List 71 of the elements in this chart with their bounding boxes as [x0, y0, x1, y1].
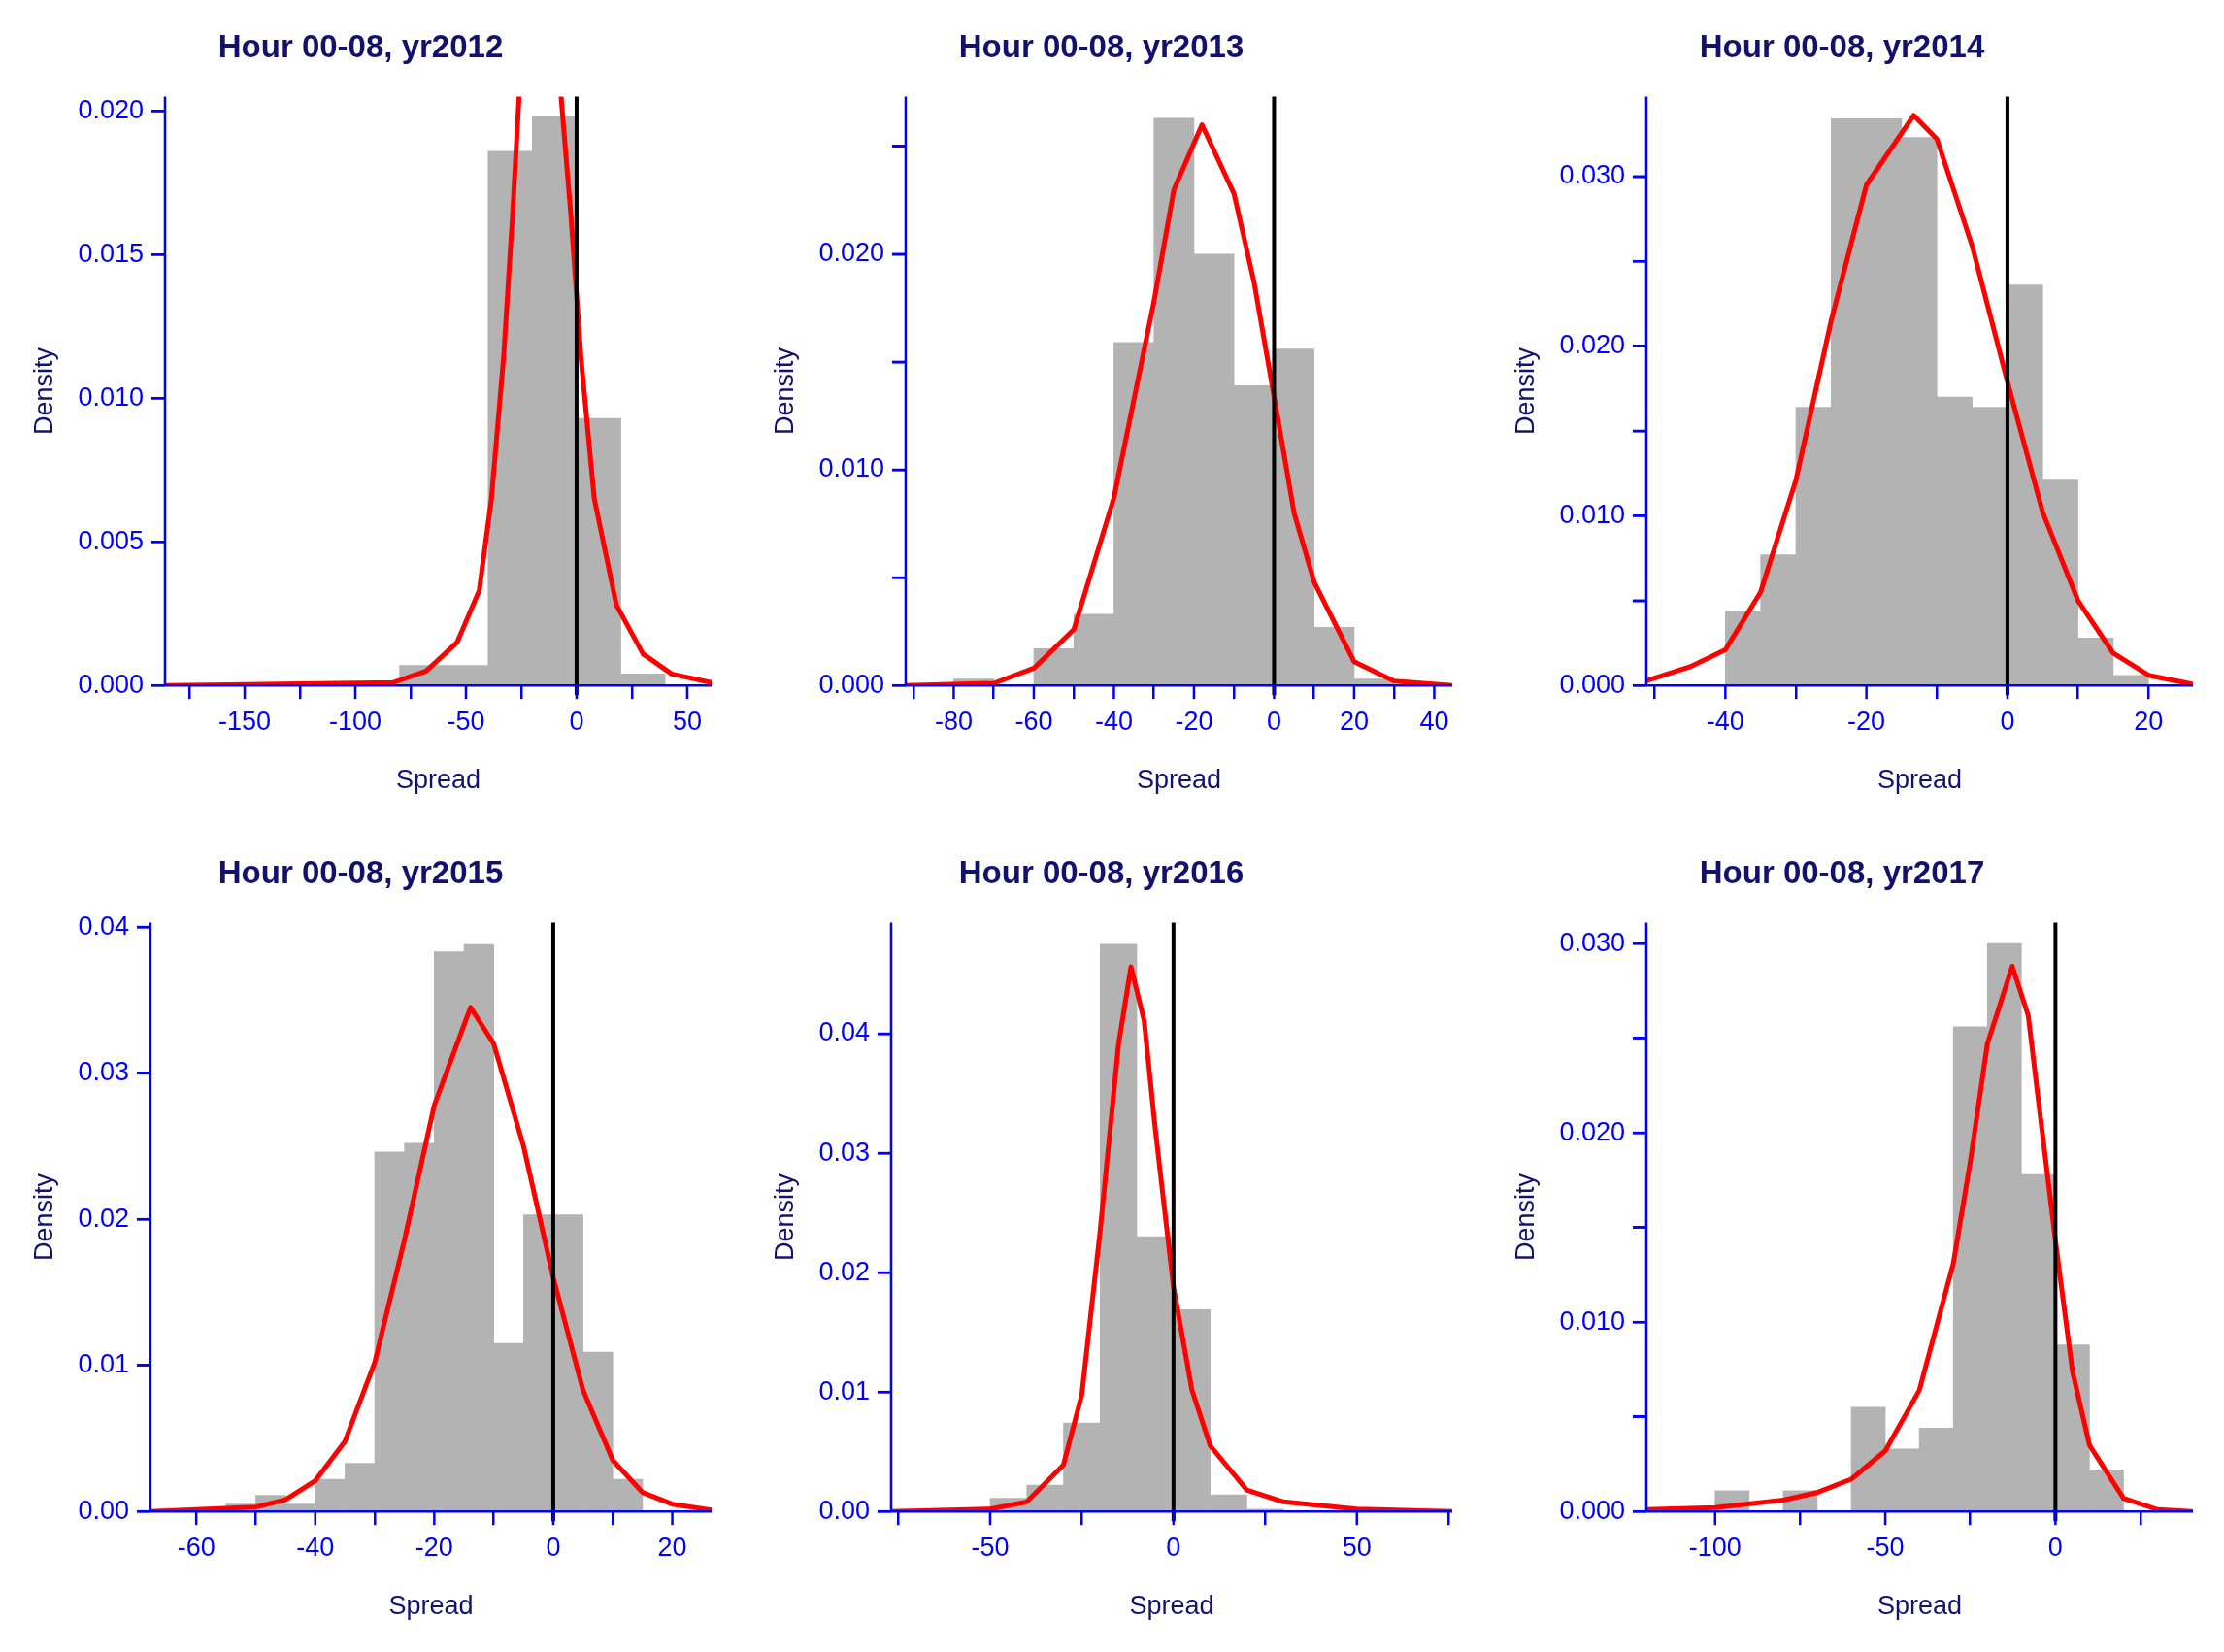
chart-title: Hour 00-08, yr2013 [958, 27, 1245, 64]
y-tick-label: 0.020 [78, 94, 144, 124]
x-tick-label: -40 [1094, 706, 1133, 736]
x-tick-label: -40 [1706, 706, 1744, 736]
y-tick-label: 0.005 [78, 525, 144, 555]
x-tick-label: 50 [1342, 1532, 1372, 1562]
x-tick-label: -40 [296, 1532, 335, 1562]
y-tick-label: 0.01 [78, 1349, 129, 1379]
x-tick-label: 20 [657, 1532, 687, 1562]
y-tick-label: 0.03 [818, 1137, 870, 1167]
y-tick-label: 0.00 [818, 1495, 870, 1525]
y-tick-label: 0.030 [1559, 927, 1625, 957]
x-tick-label: 0 [2047, 1532, 2063, 1562]
y-tick-label: 0.03 [78, 1057, 129, 1087]
chart-title: Hour 00-08, yr2014 [1699, 27, 1985, 64]
y-tick-label: 0.04 [78, 910, 129, 941]
chart-title: Hour 00-08, yr2017 [1699, 853, 1985, 890]
x-tick-label: -100 [328, 706, 382, 736]
y-tick-label: 0.020 [818, 238, 884, 268]
x-tick-label: -50 [447, 706, 485, 736]
y-tick-label: 0.015 [78, 238, 144, 268]
y-axis-title: Density [1510, 1173, 1540, 1261]
x-tick-label: -20 [415, 1532, 453, 1562]
y-tick-label: 0.02 [818, 1256, 870, 1286]
y-axis-title: Density [769, 347, 799, 435]
x-tick-label: 40 [1419, 706, 1449, 736]
x-tick-label: -20 [1175, 706, 1213, 736]
y-axis-title: Density [769, 1173, 799, 1261]
y-tick-label: 0.000 [818, 669, 884, 699]
y-tick-label: 0.02 [78, 1203, 129, 1233]
y-tick-label: 0.020 [1559, 1116, 1625, 1146]
y-tick-label: 0.00 [78, 1495, 129, 1525]
x-tick-label: -80 [934, 706, 973, 736]
x-axis-title: Spread [1876, 1591, 1963, 1621]
y-tick-label: 0.010 [818, 453, 884, 483]
y-tick-label: 0.000 [1559, 669, 1625, 699]
y-tick-label: 0.000 [78, 669, 144, 699]
x-tick-label: 20 [2134, 706, 2164, 736]
x-axis-title: Spread [388, 1591, 474, 1621]
y-tick-label: 0.000 [1559, 1495, 1625, 1525]
chart-title: Hour 00-08, yr2016 [958, 853, 1245, 890]
chart-title: Hour 00-08, yr2012 [217, 27, 504, 64]
x-tick-label: -50 [1866, 1532, 1905, 1562]
x-tick-label: -50 [971, 1532, 1010, 1562]
y-tick-label: 0.030 [1559, 160, 1625, 190]
y-tick-label: 0.01 [818, 1375, 870, 1405]
x-tick-label: 0 [1266, 706, 1281, 736]
x-tick-label: 50 [672, 706, 702, 736]
x-axis-title: Spread [1129, 1591, 1214, 1621]
y-axis-title: Density [1510, 347, 1540, 435]
x-tick-label: -20 [1847, 706, 1886, 736]
x-axis-title: Spread [1876, 765, 1963, 795]
y-tick-label: 0.04 [818, 1017, 870, 1047]
x-axis-title: Spread [395, 765, 481, 795]
x-tick-label: -150 [218, 706, 272, 736]
x-tick-label: -100 [1688, 1532, 1742, 1562]
x-tick-label: 0 [569, 706, 584, 736]
chart-title: Hour 00-08, yr2015 [217, 853, 504, 890]
x-tick-label: -60 [1014, 706, 1053, 736]
y-tick-label: 0.010 [78, 381, 144, 412]
y-tick-label: 0.010 [1559, 499, 1625, 529]
x-axis-title: Spread [1136, 765, 1222, 795]
y-tick-label: 0.010 [1559, 1305, 1625, 1336]
x-tick-label: 0 [1166, 1532, 1181, 1562]
x-tick-label: 0 [546, 1532, 561, 1562]
x-tick-label: 20 [1339, 706, 1369, 736]
y-axis-title: Density [28, 347, 58, 435]
x-tick-label: -60 [177, 1532, 216, 1562]
y-axis-title: Density [28, 1173, 58, 1261]
x-tick-label: 0 [2000, 706, 2015, 736]
y-tick-label: 0.020 [1559, 330, 1625, 360]
